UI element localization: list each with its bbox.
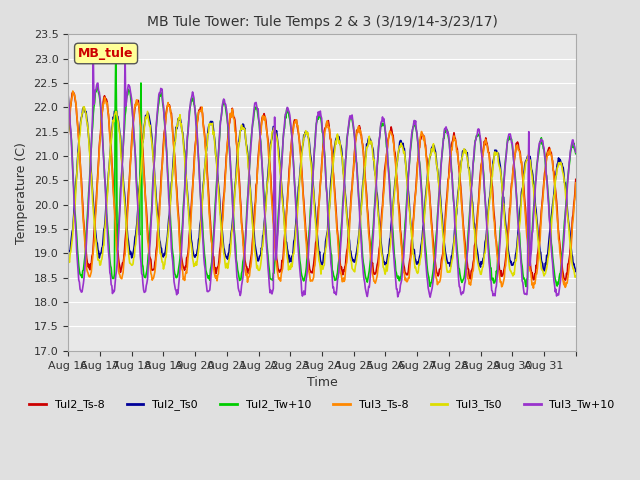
Tul2_Tw+10 xyxy=(125,86,132,92)
Tul3_Ts0 xyxy=(572,274,580,279)
Tul2_Ts-8 xyxy=(69,90,77,96)
Tul3_Tw+10 xyxy=(64,92,72,98)
Tul2_Tw+10 xyxy=(262,227,270,233)
Tul3_Tw+10 xyxy=(262,236,270,242)
Tul2_Tw+10 xyxy=(64,93,72,99)
Tul2_Ts-8 xyxy=(403,272,411,277)
Y-axis label: Temperature (C): Temperature (C) xyxy=(15,142,28,243)
Tul3_Ts0 xyxy=(243,149,251,155)
Tul3_Tw+10 xyxy=(403,198,411,204)
Line: Tul2_Tw+10: Tul2_Tw+10 xyxy=(68,49,576,287)
Tul2_Tw+10 xyxy=(572,151,580,156)
Tul3_Ts-8 xyxy=(243,270,251,276)
Tul3_Ts0 xyxy=(572,275,579,280)
Legend: Tul2_Ts-8, Tul2_Ts0, Tul2_Tw+10, Tul3_Ts-8, Tul3_Ts0, Tul3_Tw+10: Tul2_Ts-8, Tul2_Ts0, Tul2_Tw+10, Tul3_Ts… xyxy=(25,395,619,415)
Line: Tul2_Ts0: Tul2_Ts0 xyxy=(68,107,576,271)
Tul2_Ts-8 xyxy=(374,253,382,259)
Tul2_Ts0 xyxy=(64,253,72,259)
Tul3_Ts-8 xyxy=(374,263,382,269)
Text: MB_tule: MB_tule xyxy=(78,47,134,60)
Tul3_Ts-8 xyxy=(529,285,537,291)
Tul3_Ts0 xyxy=(64,260,72,266)
Tul3_Tw+10 xyxy=(125,82,132,87)
X-axis label: Time: Time xyxy=(307,376,337,389)
Tul2_Ts-8 xyxy=(262,119,270,125)
Tul2_Ts0 xyxy=(262,194,270,200)
Tul3_Ts-8 xyxy=(69,88,77,94)
Line: Tul3_Tw+10: Tul3_Tw+10 xyxy=(68,51,576,297)
Tul3_Ts0 xyxy=(374,214,382,220)
Tul3_Ts-8 xyxy=(125,200,132,205)
Title: MB Tule Tower: Tule Temps 2 & 3 (3/19/14-3/23/17): MB Tule Tower: Tule Temps 2 & 3 (3/19/14… xyxy=(147,15,497,29)
Tul3_Ts0 xyxy=(125,249,132,254)
Tul2_Tw+10 xyxy=(403,194,411,200)
Tul2_Tw+10 xyxy=(522,284,530,289)
Tul2_Tw+10 xyxy=(243,208,251,214)
Tul3_Ts-8 xyxy=(572,180,580,186)
Tul2_Ts-8 xyxy=(243,264,251,270)
Tul3_Ts-8 xyxy=(64,132,72,138)
Line: Tul2_Ts-8: Tul2_Ts-8 xyxy=(68,93,576,280)
Tul3_Ts-8 xyxy=(218,230,225,236)
Tul2_Ts0 xyxy=(572,268,580,274)
Tul2_Ts0 xyxy=(218,222,225,228)
Tul2_Ts0 xyxy=(80,104,88,110)
Tul2_Ts-8 xyxy=(218,225,225,231)
Line: Tul3_Ts0: Tul3_Ts0 xyxy=(68,107,576,277)
Tul3_Tw+10 xyxy=(218,110,225,116)
Tul2_Tw+10 xyxy=(374,144,382,150)
Tul2_Ts0 xyxy=(374,213,382,218)
Tul3_Ts0 xyxy=(218,229,225,235)
Tul3_Tw+10 xyxy=(374,145,382,151)
Tul2_Ts-8 xyxy=(561,277,569,283)
Tul3_Ts0 xyxy=(80,104,88,109)
Line: Tul3_Ts-8: Tul3_Ts-8 xyxy=(68,91,576,288)
Tul3_Ts0 xyxy=(403,178,411,184)
Tul2_Ts-8 xyxy=(64,133,72,139)
Tul2_Tw+10 xyxy=(218,109,225,115)
Tul2_Ts0 xyxy=(403,174,411,180)
Tul3_Ts-8 xyxy=(262,124,270,130)
Tul2_Ts-8 xyxy=(125,190,132,195)
Tul2_Tw+10 xyxy=(112,46,120,52)
Tul3_Ts-8 xyxy=(403,279,411,285)
Tul3_Ts0 xyxy=(262,204,270,209)
Tul3_Tw+10 xyxy=(572,149,580,155)
Tul2_Ts0 xyxy=(125,238,132,244)
Tul3_Tw+10 xyxy=(121,48,129,54)
Tul3_Tw+10 xyxy=(243,213,251,218)
Tul3_Tw+10 xyxy=(426,294,434,300)
Tul2_Ts-8 xyxy=(572,177,580,182)
Tul2_Ts0 xyxy=(243,144,251,150)
